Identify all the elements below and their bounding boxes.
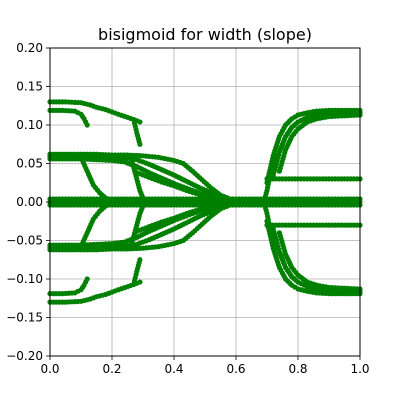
y-tick-label: −0.15 — [6, 311, 43, 325]
x-tick-label: 0.6 — [226, 362, 245, 376]
data-point — [84, 276, 90, 282]
data-point — [273, 245, 279, 251]
scatter-series — [261, 153, 279, 205]
scatter-series — [78, 199, 121, 250]
scatter-series — [264, 222, 363, 228]
scatter-points — [47, 99, 363, 305]
data-point — [115, 199, 121, 205]
x-tick-label: 0.8 — [288, 362, 307, 376]
scatter-series — [47, 107, 90, 128]
x-tick-label: 1.0 — [350, 362, 369, 376]
y-tick-label: 0.15 — [16, 80, 43, 94]
scatter-series — [264, 176, 363, 182]
scatter-series — [47, 276, 90, 297]
scatter-series — [131, 117, 143, 147]
y-tick-label: −0.05 — [6, 234, 43, 248]
y-tick-label: −0.20 — [6, 349, 43, 363]
scatter-series — [131, 257, 143, 287]
scatter-series — [276, 112, 363, 174]
data-point — [273, 153, 279, 159]
data-point — [84, 122, 90, 128]
data-point — [137, 279, 143, 285]
data-point — [137, 119, 143, 125]
x-tick-label: 0.2 — [102, 362, 121, 376]
y-tick-label: 0.05 — [16, 157, 43, 171]
data-point — [143, 199, 149, 205]
x-tick-label: 0.0 — [40, 362, 59, 376]
scatter-series — [128, 199, 149, 251]
x-tick-label: 0.4 — [164, 362, 183, 376]
chart-title: bisigmoid for width (slope) — [98, 25, 312, 44]
y-tick-label: 0.00 — [16, 195, 43, 209]
data-point — [137, 141, 143, 147]
axis-ticks: 0.0 0.2 0.4 0.6 0.8 1.0 −0.20 −0.15 −0.10 −0.05 0.… — [6, 41, 369, 376]
data-point — [137, 257, 143, 263]
y-tick-label: −0.10 — [6, 272, 43, 286]
scatter-series — [134, 199, 251, 234]
scatter-series — [276, 230, 363, 292]
scatter-series — [261, 199, 279, 251]
y-tick-label: 0.20 — [16, 41, 43, 55]
data-point — [245, 199, 251, 205]
y-tick-label: 0.10 — [16, 118, 43, 132]
